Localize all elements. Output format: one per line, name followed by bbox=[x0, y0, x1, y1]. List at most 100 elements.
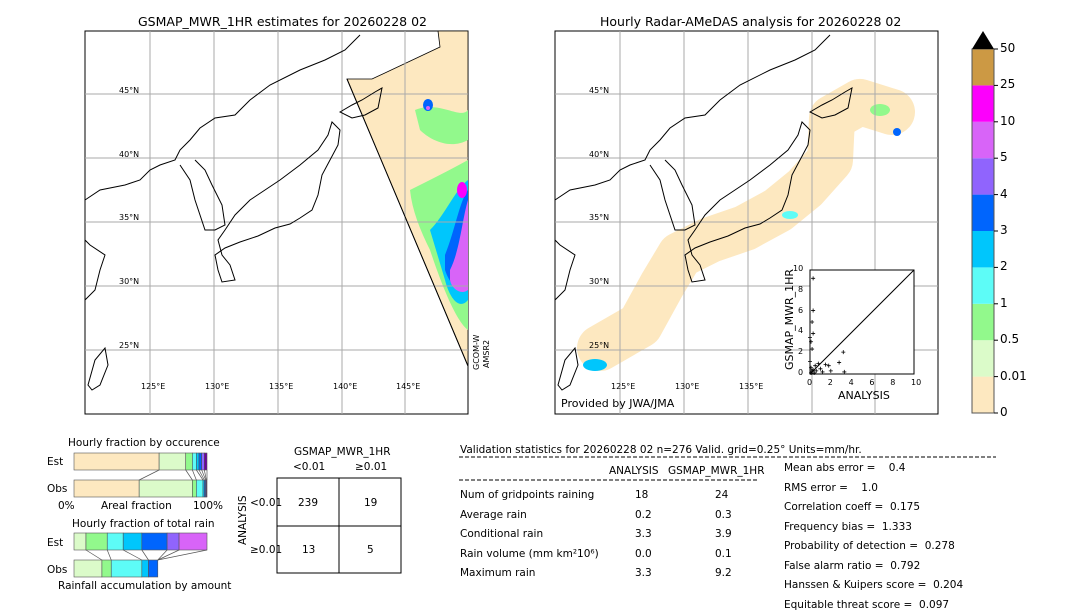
colorbar-segment bbox=[972, 194, 994, 231]
stats-analysis-value: 0.2 bbox=[635, 508, 652, 521]
scatter-inset bbox=[808, 269, 915, 375]
scatter-point bbox=[811, 276, 816, 281]
scatter-point bbox=[809, 339, 814, 344]
stats-row-label: Rain volume (mm km²10⁶) bbox=[460, 547, 599, 560]
row-header: <0.01 bbox=[250, 497, 283, 509]
scatter-point bbox=[810, 320, 815, 324]
bar-segment bbox=[148, 559, 159, 578]
scatter-point bbox=[810, 347, 815, 352]
lon-label: 135°E bbox=[269, 382, 294, 391]
credit-label: Provided by JWA/JMA bbox=[561, 397, 675, 410]
lat-label: 45°N bbox=[119, 86, 140, 95]
bar-segment bbox=[185, 452, 193, 471]
lat-label: 25°N bbox=[119, 341, 140, 350]
bar-segment bbox=[196, 479, 204, 498]
colorbar-tick: 1 bbox=[1000, 295, 1008, 310]
stats-row-label: Conditional rain bbox=[460, 528, 544, 540]
colorbar-tick: 5 bbox=[1000, 150, 1008, 165]
lon-label: 135°E bbox=[739, 382, 764, 391]
table-cell: 19 bbox=[364, 497, 378, 509]
scatter-point bbox=[820, 369, 825, 374]
stats-score: RMS error = 1.0 bbox=[784, 481, 878, 494]
bar-segment bbox=[196, 452, 200, 471]
scatter-xtick: 0 bbox=[807, 378, 813, 387]
stats-row-label: Num of gridpoints raining bbox=[460, 489, 595, 501]
scatter-point bbox=[813, 363, 818, 368]
bar-segment bbox=[73, 559, 103, 578]
colorbar-segment bbox=[972, 376, 994, 413]
satellite-swath bbox=[346, 30, 469, 367]
scatter-xtick: 2 bbox=[827, 378, 833, 387]
occurrence-bars bbox=[73, 452, 208, 498]
colorbar-segment bbox=[972, 49, 994, 86]
obs-label: Obs bbox=[47, 564, 68, 576]
xtick-left: 0% bbox=[58, 500, 75, 512]
lat-label: 45°N bbox=[589, 86, 610, 95]
scatter-point bbox=[809, 370, 814, 375]
colorbar-segment bbox=[972, 267, 994, 304]
total-rain-title: Hourly fraction of total rain bbox=[72, 518, 215, 530]
row-label: ANALYSIS bbox=[237, 495, 249, 545]
colorbar-tick: 2 bbox=[1000, 259, 1008, 274]
sensor-label: AMSR2 bbox=[482, 339, 491, 368]
lon-label: 130°E bbox=[205, 382, 230, 391]
bar-segment bbox=[198, 452, 202, 471]
stats-score: Hanssen & Kuipers score = 0.204 bbox=[784, 579, 964, 591]
scatter-point bbox=[816, 361, 821, 366]
scatter-xtick: 4 bbox=[848, 378, 854, 387]
total-rain-xlabel: Rainfall accumulation by amount bbox=[58, 580, 232, 592]
colorbar-tick: 0.01 bbox=[1000, 368, 1027, 383]
scatter-point bbox=[811, 308, 816, 313]
scatter-point bbox=[837, 360, 842, 365]
sensor-label: GCOM-W bbox=[472, 334, 481, 370]
scatter-point bbox=[811, 331, 816, 336]
lon-label: 145°E bbox=[396, 382, 421, 391]
table-cell: 239 bbox=[298, 497, 319, 509]
radar-coverage bbox=[577, 79, 915, 371]
stats-analysis-value: 3.3 bbox=[635, 528, 652, 540]
stats-gsmap-value: 24 bbox=[715, 489, 729, 501]
bar-segment bbox=[73, 479, 140, 498]
colorbar-tick: 25 bbox=[1000, 77, 1016, 92]
bar-segment bbox=[85, 532, 108, 551]
bar-segment bbox=[101, 559, 112, 578]
scatter-ylabel: GSMAP_MWR_1HR bbox=[783, 268, 796, 370]
bar-segment bbox=[73, 452, 160, 471]
col-header: ≥0.01 bbox=[355, 461, 388, 473]
lat-label: 40°N bbox=[589, 150, 610, 159]
scatter-ytick: 6 bbox=[798, 305, 804, 315]
scatter-point bbox=[818, 366, 823, 371]
scatter-point bbox=[808, 335, 812, 340]
colorbar-tick: 3 bbox=[1000, 223, 1008, 237]
lat-label: 30°N bbox=[119, 277, 140, 286]
colorbar-segment bbox=[972, 303, 994, 341]
colorbar-extend-arrow bbox=[972, 31, 994, 49]
colorbar-tick: 50 bbox=[1000, 41, 1016, 55]
colorbar-segment bbox=[972, 121, 994, 159]
bar-segment bbox=[106, 532, 124, 551]
bar-segment bbox=[192, 452, 197, 471]
bar-segment bbox=[201, 452, 205, 471]
colorbar-tick: 10 bbox=[1000, 113, 1016, 128]
scatter-xtick: 6 bbox=[869, 378, 875, 387]
stats-row-label: Average rain bbox=[460, 508, 527, 521]
bar-segment bbox=[141, 532, 168, 551]
left-map bbox=[84, 30, 469, 415]
right-map bbox=[554, 30, 939, 415]
stats-gsmap-value: 9.2 bbox=[715, 567, 732, 579]
scatter-point bbox=[809, 365, 814, 370]
stats-col-header: GSMAP_MWR_1HR bbox=[668, 465, 765, 477]
colorbar-segment bbox=[972, 85, 994, 122]
stats-header: Validation statistics for 20260228 02 n=… bbox=[460, 444, 862, 456]
row-header: ≥0.01 bbox=[250, 544, 283, 556]
bar-segment bbox=[141, 559, 149, 578]
colorbar bbox=[971, 31, 998, 414]
scatter-xtick: 8 bbox=[890, 378, 896, 387]
bar-segment bbox=[178, 532, 208, 551]
bar-segment bbox=[192, 479, 197, 498]
scatter-point bbox=[808, 359, 812, 364]
bar-segment bbox=[110, 559, 143, 578]
colorbar-tick: 4 bbox=[1000, 186, 1008, 201]
scatter-point bbox=[823, 362, 828, 367]
